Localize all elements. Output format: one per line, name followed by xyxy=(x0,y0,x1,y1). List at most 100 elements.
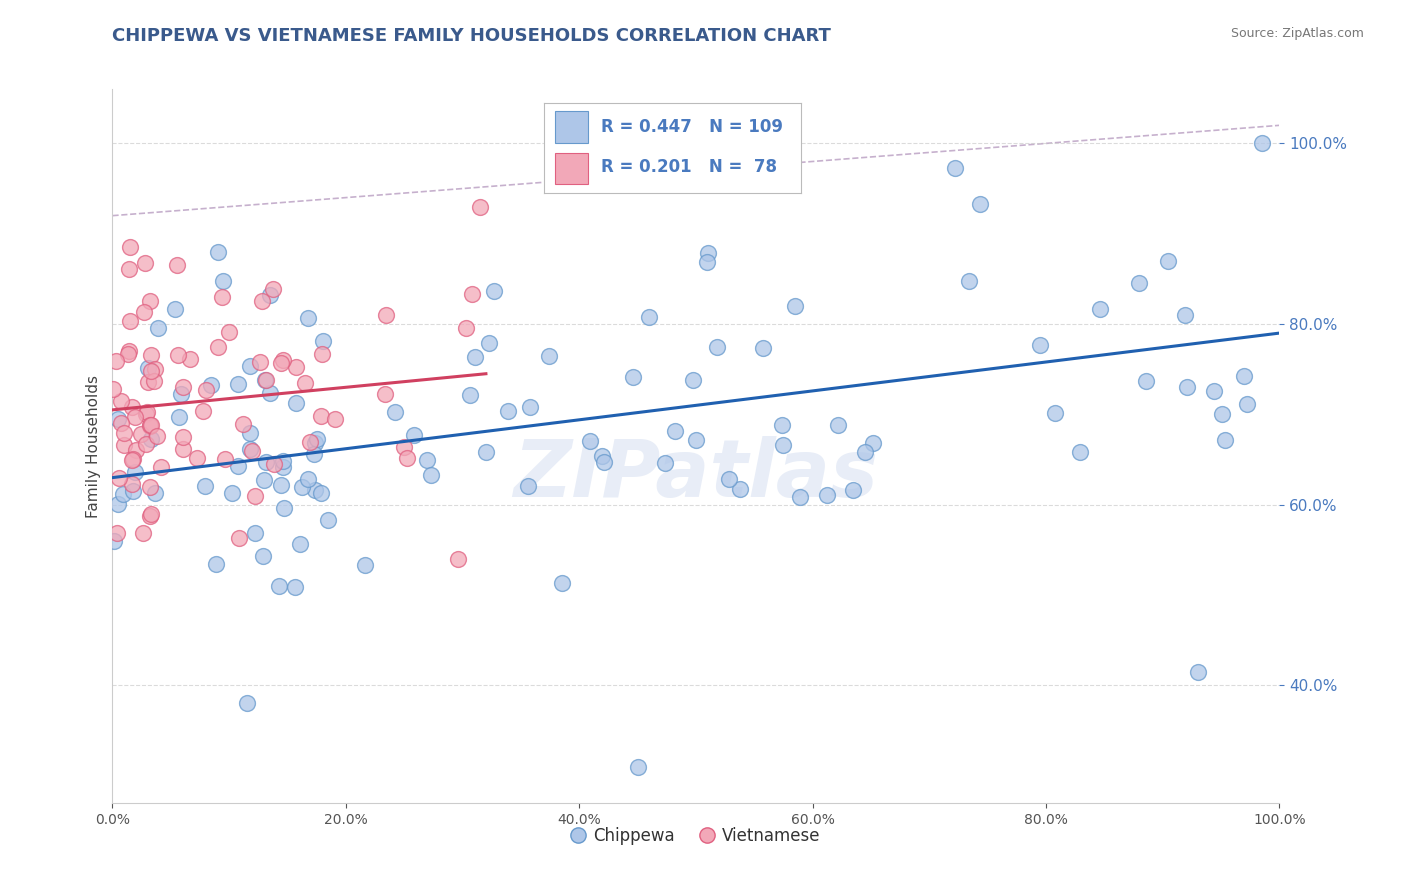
Point xyxy=(135,407,157,421)
Point xyxy=(105,526,128,541)
Point xyxy=(482,284,505,298)
Point xyxy=(538,349,561,363)
Point xyxy=(124,466,146,480)
Point xyxy=(304,447,326,461)
Point xyxy=(496,404,519,418)
Point xyxy=(121,451,143,466)
Point xyxy=(121,477,143,491)
Point xyxy=(112,437,135,451)
Point xyxy=(129,426,152,441)
Point xyxy=(842,483,865,497)
Point xyxy=(138,417,160,432)
Point xyxy=(204,557,226,571)
Point xyxy=(124,443,146,458)
Point xyxy=(165,301,187,316)
Point xyxy=(262,282,284,296)
Point xyxy=(240,444,263,458)
Point xyxy=(1128,276,1150,290)
Point xyxy=(1177,380,1199,394)
Point xyxy=(706,340,728,354)
Point xyxy=(226,377,249,392)
Point xyxy=(783,299,806,313)
Point xyxy=(294,376,316,390)
Point xyxy=(138,293,160,308)
Point xyxy=(945,161,967,176)
Point xyxy=(1135,374,1157,388)
Point xyxy=(131,526,153,541)
Point xyxy=(1202,384,1225,398)
Point xyxy=(170,386,193,401)
Point xyxy=(124,410,146,425)
Point xyxy=(853,445,876,459)
Point xyxy=(284,359,307,374)
Point xyxy=(1233,369,1256,384)
Point xyxy=(139,480,162,494)
Point xyxy=(446,552,468,566)
Point xyxy=(354,558,377,572)
Point xyxy=(259,386,281,401)
Point xyxy=(112,425,135,440)
Point xyxy=(374,309,396,323)
Point xyxy=(243,526,266,541)
Point xyxy=(212,274,235,288)
Point xyxy=(311,409,333,423)
Point xyxy=(304,483,326,497)
Point xyxy=(221,486,243,500)
Point xyxy=(384,404,406,418)
Point xyxy=(118,240,141,254)
Point xyxy=(172,442,194,456)
Point xyxy=(121,453,143,467)
Text: CHIPPEWA VS VIETNAMESE FAMILY HOUSEHOLDS CORRELATION CHART: CHIPPEWA VS VIETNAMESE FAMILY HOUSEHOLDS… xyxy=(112,27,831,45)
Point xyxy=(270,356,292,370)
Point xyxy=(789,490,811,504)
Point xyxy=(214,452,236,467)
Point xyxy=(311,485,333,500)
Point xyxy=(299,434,322,449)
Point xyxy=(167,410,190,425)
Point xyxy=(103,382,125,396)
Point xyxy=(267,579,290,593)
Point xyxy=(290,537,312,551)
Point xyxy=(107,412,129,426)
Point xyxy=(593,455,616,469)
Point xyxy=(249,354,271,368)
Point xyxy=(815,488,838,502)
Point xyxy=(138,360,160,375)
Point xyxy=(166,258,188,272)
Point xyxy=(478,335,501,350)
Point xyxy=(107,471,129,485)
Point xyxy=(252,294,274,309)
Point xyxy=(110,417,132,431)
Legend: Chippewa, Vietnamese: Chippewa, Vietnamese xyxy=(565,821,827,852)
Point xyxy=(143,374,166,388)
Point xyxy=(297,472,319,486)
Point xyxy=(304,436,326,450)
Point xyxy=(752,341,775,355)
Point xyxy=(969,196,991,211)
Point xyxy=(118,261,141,276)
Point xyxy=(239,442,262,456)
Point xyxy=(307,432,329,446)
Point xyxy=(1157,254,1180,268)
Point xyxy=(139,348,162,362)
Point xyxy=(121,484,143,499)
Point xyxy=(134,305,156,319)
Point xyxy=(464,350,486,364)
Point xyxy=(957,274,980,288)
Point xyxy=(186,451,208,466)
Point xyxy=(207,245,229,260)
Point xyxy=(402,428,425,442)
Point xyxy=(194,479,217,493)
Point xyxy=(1090,301,1112,316)
Point xyxy=(218,326,240,340)
Point xyxy=(118,344,141,359)
Point xyxy=(167,348,190,362)
Point xyxy=(252,549,274,563)
Point xyxy=(138,508,160,523)
Point xyxy=(395,450,418,465)
Point xyxy=(239,425,262,440)
Text: ZIPatlas: ZIPatlas xyxy=(513,435,879,514)
Point xyxy=(718,472,741,486)
Point xyxy=(139,508,162,522)
Point xyxy=(682,373,704,387)
